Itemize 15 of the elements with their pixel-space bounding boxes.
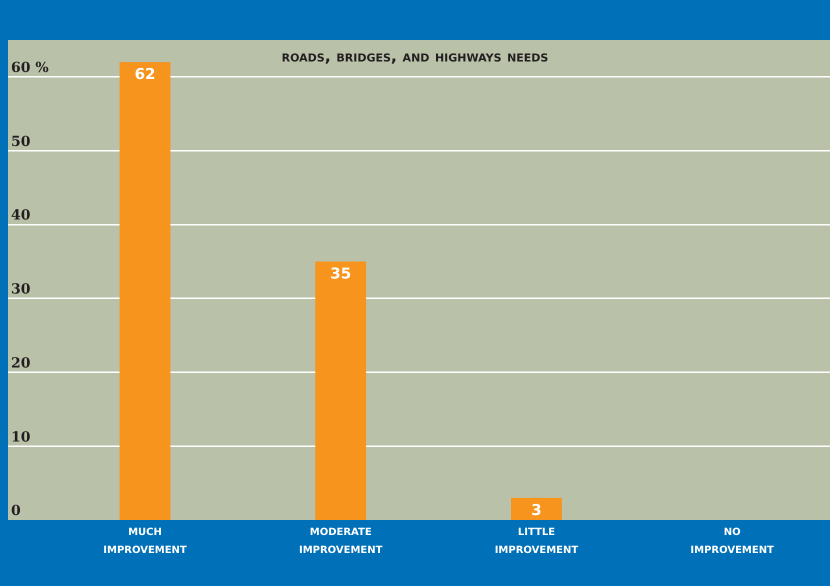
y-tick-label: 10 — [11, 429, 31, 446]
y-tick-label: 60 % — [11, 60, 49, 76]
data-label: 3 — [531, 500, 542, 519]
data-label: 62 — [134, 65, 156, 84]
data-label: 35 — [330, 264, 352, 283]
y-tick-label: 0 — [11, 503, 21, 520]
x-tick-label: moderate improvement — [298, 523, 383, 558]
x-tick-label: little improvement — [494, 523, 578, 558]
y-tick-label: 50 — [11, 134, 31, 150]
y-tick-label: 20 — [11, 355, 31, 372]
x-tick-label: much improvement — [103, 523, 187, 558]
chart-title: roads, bridges, and highways needs — [282, 46, 548, 66]
y-tick-label: 30 — [11, 282, 31, 298]
y-tick-label: 40 — [11, 208, 31, 224]
x-tick-label: no improvement — [690, 523, 774, 558]
